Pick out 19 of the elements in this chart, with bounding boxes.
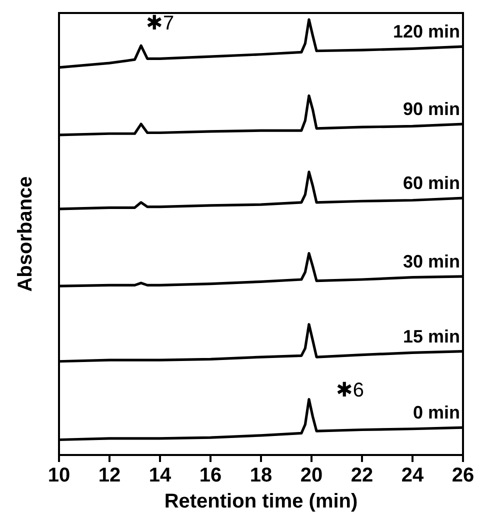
y-axis-title: Absorbance bbox=[14, 176, 37, 292]
annotation: ✱6 bbox=[336, 379, 364, 402]
x-tick-label: 20 bbox=[300, 464, 323, 487]
series-label: 15 min bbox=[402, 326, 460, 346]
series-label: 30 min bbox=[402, 251, 460, 272]
x-tick-label: 16 bbox=[199, 464, 222, 487]
x-tick-label: 22 bbox=[350, 464, 374, 487]
series-label: 0 min bbox=[412, 402, 460, 423]
x-tick-label: 10 bbox=[48, 464, 70, 487]
x-axis-title: Retention time (min) bbox=[164, 490, 358, 513]
series-label: 120 min bbox=[392, 22, 460, 42]
x-tick-label: 14 bbox=[148, 464, 172, 487]
x-tick-label: 26 bbox=[452, 464, 474, 487]
series-label: 90 min bbox=[402, 99, 460, 120]
series-label: 60 min bbox=[402, 173, 460, 194]
x-tick-label: 18 bbox=[250, 464, 272, 487]
annotation: ✱7 bbox=[146, 12, 174, 35]
x-tick-label: 24 bbox=[401, 464, 424, 487]
x-tick-label: 12 bbox=[98, 464, 121, 487]
